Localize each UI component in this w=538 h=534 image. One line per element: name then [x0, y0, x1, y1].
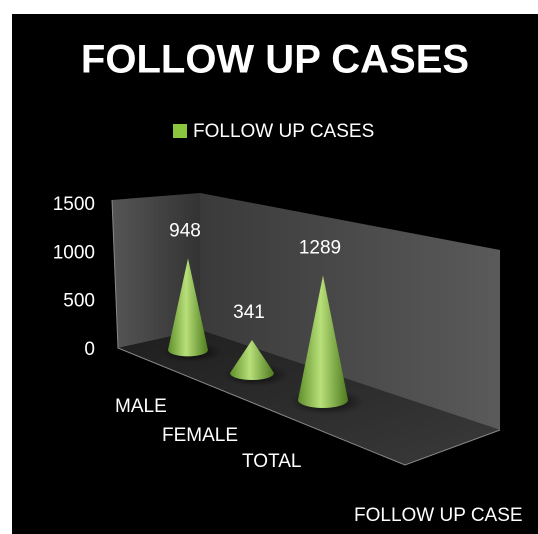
- data-label: 1289: [299, 237, 341, 258]
- y-tick-label: 1000: [53, 242, 95, 263]
- y-tick-label: 0: [84, 339, 95, 360]
- legend-label: FOLLOW UP CASES: [193, 121, 374, 142]
- x-tick-label: FEMALE: [162, 425, 238, 446]
- axis-line: [111, 199, 501, 466]
- chart-title: FOLLOW UP CASES: [81, 38, 469, 82]
- depth-axis-label: FOLLOW UP CASE: [354, 505, 523, 526]
- legend-swatch: [173, 124, 187, 138]
- cone: [230, 340, 274, 381]
- y-tick-label: 1500: [53, 194, 95, 215]
- back-wall: [200, 193, 500, 430]
- y-tick-label: 500: [63, 291, 95, 312]
- cone: [298, 275, 348, 408]
- data-label: 948: [169, 220, 201, 241]
- data-label: 341: [233, 302, 265, 323]
- x-tick-label: MALE: [115, 396, 167, 417]
- x-tick-label: TOTAL: [242, 451, 301, 472]
- cone: [168, 258, 208, 357]
